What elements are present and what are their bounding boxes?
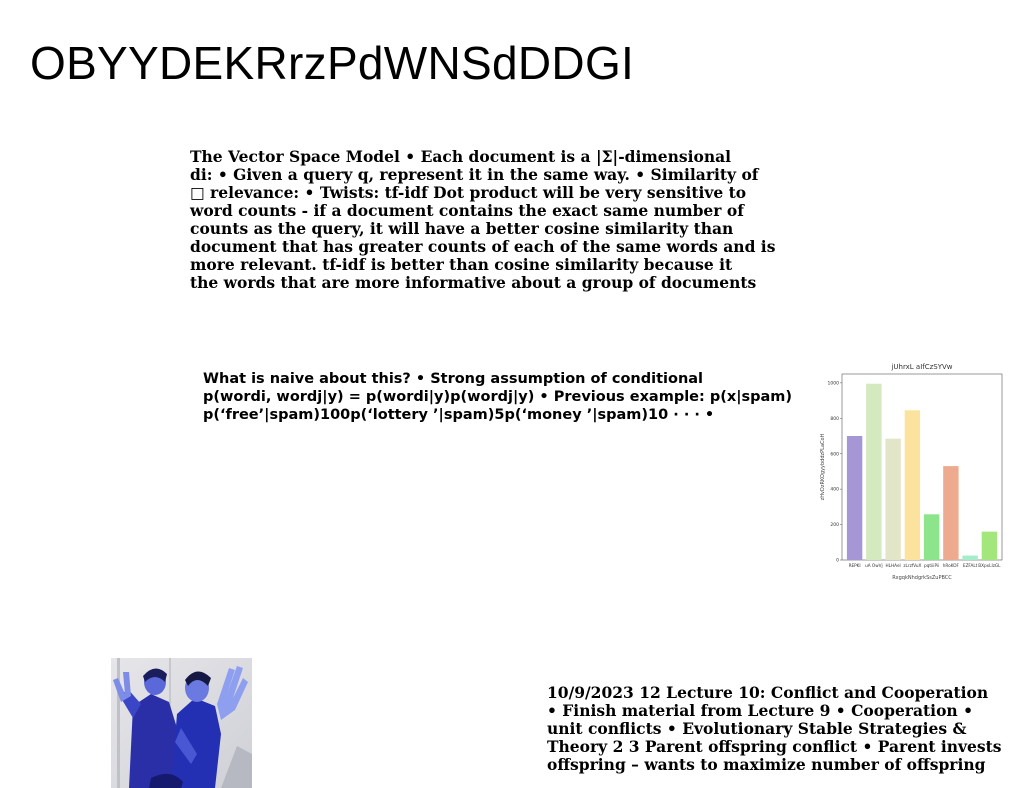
photo-two-performers [111,658,252,788]
y-tick-label: 600 [830,451,839,457]
bar-0 [846,436,863,560]
x-tick-label: pqtiiiPii [924,563,939,568]
text-line: offspring – wants to maximize number of … [547,755,986,774]
bar-1 [866,383,882,560]
text-line: 10/9/2023 12 Lecture 10: Conflict and Co… [547,683,989,702]
text-line: di: • Given a query q, represent it in t… [190,165,759,184]
text-line: p(wordi, wordj|y) = p(wordi|y)p(wordj|y)… [203,389,793,405]
text-line: p(‘free’|spam)100p(‘lottery ’|spam)5p(‘m… [203,407,715,423]
bar-4 [923,514,940,560]
text-line: the words that are more informative abou… [190,273,757,292]
lecture-10-paragraph: 10/9/2023 12 Lecture 10: Conflict and Co… [547,684,1002,774]
y-tick-label: 200 [830,522,839,528]
x-tick-label: REPKI [849,563,861,568]
text-line: more relevant. tf-idf is better than cos… [190,255,733,274]
text-line: word counts - if a document contains the… [190,201,744,220]
y-tick-label: 400 [830,487,839,493]
chart-title: jUhrxL aIfCzSYVw [890,363,952,371]
text-line: The Vector Space Model • Each document i… [190,147,732,166]
text-line: □ relevance: • Twists: tf-idf Dot produc… [190,183,747,202]
text-line: • Finish material from Lecture 9 • Coope… [547,701,973,720]
bar-3 [904,410,921,560]
plot-frame [841,373,1003,561]
vector-space-model-paragraph: The Vector Space Model • Each document i… [190,148,775,292]
bar-6 [962,555,978,560]
x-axis-label: RxgqkNhdgrkSsZuPBCC [892,575,952,581]
bar-5 [943,466,959,560]
x-tick-label: EZFALt [963,563,978,568]
y-axis-label: zHvDzRKOgyybddzPLaCoH [820,433,826,500]
bar-2 [885,438,901,560]
x-tick-label: hRoKOF [943,563,960,568]
text-line: unit conflicts • Evolutionary Stable Str… [547,719,967,738]
text-line: Theory 2 3 Parent offspring conflict • P… [547,737,1002,756]
text-line: counts as the query, it will have a bett… [190,219,734,238]
text-line: What is naive about this? • Strong assum… [203,371,704,387]
bar-chart: jUhrxL aIfCzSYVw 0 200 400 600 800 1000 REPKI… [820,363,1003,581]
x-tick-label: zLrzfVuX [903,563,921,568]
naive-bayes-paragraph: What is naive about this? • Strong assum… [203,370,792,424]
y-tick-label: 0 [836,558,839,564]
x-tick-label: HLHAel [886,563,901,568]
text-line: document that has greater counts of each… [190,237,776,256]
slide-title: OBYYDEKRrzPdWNSdDDGI [30,37,635,89]
x-tick-label: BXpxLIzGL [978,563,1001,568]
x-tick-label: uA OwVj [865,563,883,568]
bar-7 [981,531,998,560]
y-tick-label: 1000 [828,380,840,386]
y-tick-label: 800 [830,416,839,422]
